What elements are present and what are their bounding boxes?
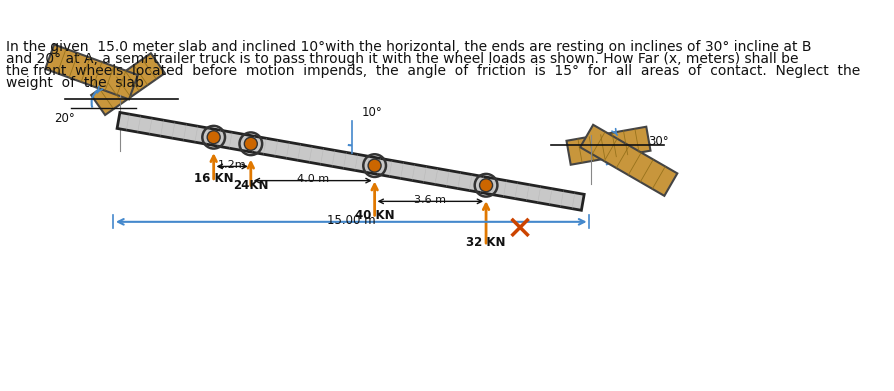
Text: 4.0 m: 4.0 m bbox=[297, 174, 329, 184]
Polygon shape bbox=[580, 125, 678, 196]
Text: 1.2m: 1.2m bbox=[218, 160, 247, 170]
Text: 16 KN: 16 KN bbox=[194, 172, 233, 185]
Text: 32 KN: 32 KN bbox=[467, 236, 506, 249]
Polygon shape bbox=[117, 113, 584, 210]
Text: 24KN: 24KN bbox=[233, 179, 268, 192]
Text: 15.00 m: 15.00 m bbox=[327, 214, 375, 227]
Text: 30°: 30° bbox=[648, 135, 669, 148]
Text: 20°: 20° bbox=[55, 113, 75, 126]
Text: In the given  15.0 meter slab and inclined 10°with the horizontal, the ends are : In the given 15.0 meter slab and incline… bbox=[6, 39, 812, 54]
Text: 10°: 10° bbox=[362, 106, 383, 119]
Text: 40 KN: 40 KN bbox=[355, 208, 394, 222]
Polygon shape bbox=[91, 53, 164, 115]
Text: the front  wheels  located  before  motion  impends,  the  angle  of  friction  : the front wheels located before motion i… bbox=[6, 64, 861, 78]
Circle shape bbox=[207, 131, 220, 144]
Circle shape bbox=[244, 137, 257, 150]
Text: 3.6 m: 3.6 m bbox=[414, 195, 446, 204]
Text: weight  of  the  slab: weight of the slab bbox=[6, 76, 144, 90]
Circle shape bbox=[479, 179, 493, 192]
Text: and 20° at A, a semi-trailer truck is to pass through it with the wheel loads as: and 20° at A, a semi-trailer truck is to… bbox=[6, 52, 799, 66]
Polygon shape bbox=[46, 45, 138, 99]
Polygon shape bbox=[567, 127, 651, 165]
Circle shape bbox=[368, 159, 381, 172]
